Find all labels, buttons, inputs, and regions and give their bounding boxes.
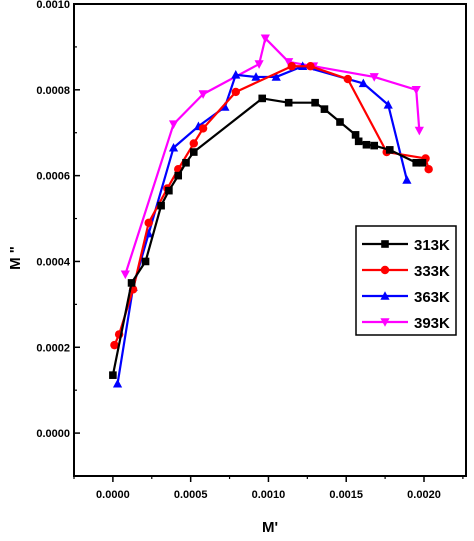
- series-line: [124, 37, 421, 275]
- data-point: [189, 148, 198, 156]
- data-point: [369, 73, 379, 82]
- data-point: [157, 201, 165, 210]
- data-point: [144, 218, 153, 228]
- legend-label: 363K: [414, 289, 450, 306]
- y-axis-ticks: 0.0000 0.0002 0.0004 0.0006 0.0008 0.0010: [36, 0, 80, 440]
- y-tick-label: 0.0006: [36, 171, 70, 183]
- series-line: [116, 65, 408, 384]
- data-point: [110, 340, 119, 350]
- series-layer: [109, 34, 433, 388]
- data-point: [287, 62, 296, 71]
- plot-frame: [73, 3, 467, 477]
- legend-item-393K: 393K: [362, 315, 450, 332]
- data-point: [165, 186, 173, 195]
- data-point: [424, 165, 433, 174]
- data-point: [220, 102, 230, 111]
- legend-marker: [380, 265, 390, 275]
- x-tick-label: 0.0005: [174, 489, 208, 501]
- data-point: [336, 118, 344, 126]
- x-tick-label: 0.0010: [252, 489, 286, 501]
- legend: 313K 333K 363K 393K: [355, 225, 457, 336]
- legend-item-313K: 313K: [362, 237, 450, 254]
- data-point: [182, 158, 190, 167]
- legend-marker: [380, 318, 390, 327]
- data-point: [306, 62, 315, 71]
- data-point: [174, 171, 183, 180]
- y-axis-label: M ": [7, 246, 24, 270]
- series-313K: [109, 94, 427, 379]
- data-point: [258, 94, 267, 103]
- data-point: [231, 70, 241, 79]
- x-axis-ticks: 0.0000 0.0005 0.0010 0.0015 0.0020: [73, 476, 464, 501]
- legend-item-363K: 363K: [362, 289, 450, 306]
- data-point: [127, 279, 136, 287]
- data-point: [271, 72, 281, 81]
- data-point: [120, 270, 130, 280]
- data-point: [311, 98, 319, 107]
- data-point: [412, 158, 421, 167]
- y-tick-label: 0.0002: [36, 342, 70, 354]
- data-point: [354, 137, 363, 146]
- y-tick-label: 0.0000: [36, 428, 70, 440]
- data-point: [343, 74, 352, 84]
- y-tick-label: 0.0004: [36, 256, 71, 268]
- y-tick-label: 0.0010: [36, 0, 70, 11]
- data-point: [198, 90, 208, 99]
- data-point: [284, 98, 293, 107]
- data-point: [411, 86, 421, 95]
- legend-label: 313K: [414, 237, 450, 254]
- data-point: [189, 139, 198, 148]
- legend-label: 333K: [414, 263, 450, 280]
- x-tick-label: 0.0015: [329, 489, 363, 501]
- data-point: [320, 105, 329, 113]
- data-point: [251, 72, 261, 81]
- data-point: [383, 100, 393, 109]
- data-point: [254, 60, 264, 69]
- data-point: [231, 87, 240, 97]
- legend-label: 393K: [414, 315, 450, 332]
- data-point: [168, 120, 179, 129]
- series-393K: [120, 34, 424, 280]
- legend-marker: [381, 240, 389, 248]
- legend-marker: [380, 291, 390, 300]
- data-point: [168, 142, 179, 152]
- legend-item-333K: 333K: [362, 263, 450, 280]
- x-tick-label: 0.0020: [407, 489, 441, 501]
- data-point: [109, 371, 117, 379]
- data-point: [284, 58, 294, 67]
- x-tick-label: 0.0000: [96, 489, 130, 501]
- series-333K: [110, 62, 433, 350]
- y-tick-label: 0.0008: [36, 85, 70, 97]
- data-point: [260, 34, 270, 44]
- data-point: [418, 158, 427, 167]
- data-point: [141, 257, 150, 266]
- data-point: [370, 141, 379, 150]
- data-point: [351, 131, 360, 139]
- data-point: [198, 124, 208, 133]
- data-point: [385, 146, 394, 154]
- data-point: [112, 378, 123, 388]
- data-point: [402, 175, 412, 184]
- data-point: [358, 78, 368, 88]
- x-axis-label: M': [262, 519, 278, 536]
- data-point: [362, 140, 371, 149]
- series-363K: [112, 61, 412, 388]
- data-point: [414, 126, 424, 136]
